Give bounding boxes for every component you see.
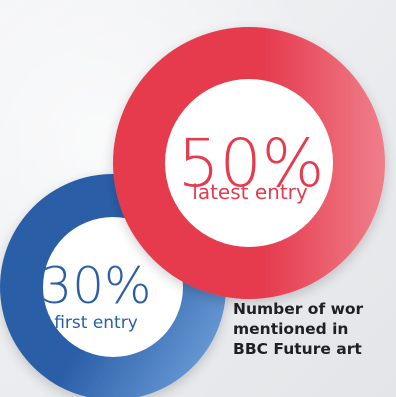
caption-line-1: Number of wor <box>233 300 364 318</box>
donut-latest-entry-value: 50% <box>178 125 325 202</box>
donut-latest-entry-hole <box>165 79 333 247</box>
donut-first-entry-label: first entry <box>54 313 138 333</box>
chart-caption: Number of wor mentioned in BBC Future ar… <box>233 299 396 359</box>
donut-first-entry-value: 30% <box>40 257 151 315</box>
donut-latest-entry-label: latest entry <box>192 180 308 204</box>
donut-latest-entry: 50% latest entry <box>113 27 385 299</box>
caption-line-3: BBC Future art <box>233 340 362 358</box>
caption-line-2: mentioned in <box>233 320 349 338</box>
